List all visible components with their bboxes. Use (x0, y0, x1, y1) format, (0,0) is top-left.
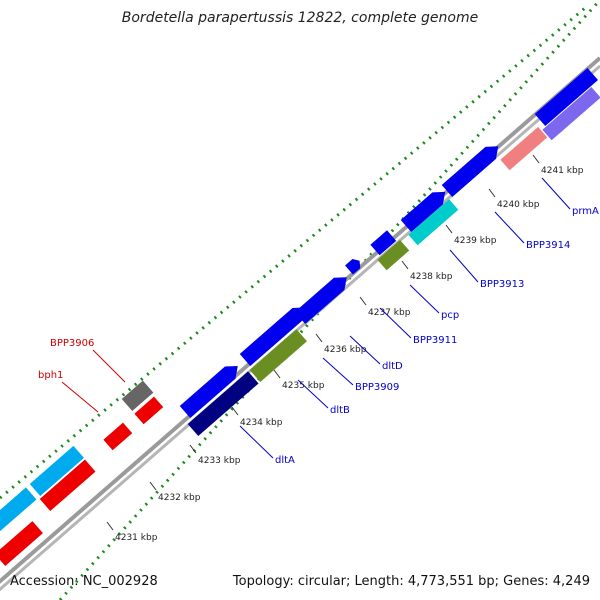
gene-block-gray[interactable] (121, 380, 154, 412)
gene-block-sky-2[interactable] (0, 487, 37, 532)
kbp-tick-mark (231, 406, 239, 416)
gene-block-small-1[interactable] (345, 259, 361, 275)
kbp-tick-label: 4235 kbp (282, 381, 325, 391)
kbp-ticks: 4231 kbp 4232 kbp 4233 kbp 4234 kbp 4235 kbp… (106, 154, 584, 543)
gene-block-olive-2[interactable] (377, 240, 410, 271)
gene-label-leader (297, 379, 329, 409)
gene-label-leader (409, 284, 440, 314)
gene-label: BPP3914 (526, 240, 570, 251)
gene-block-purple[interactable] (542, 87, 600, 141)
kbp-tick-mark (149, 481, 157, 491)
kbp-tick-mark (359, 296, 367, 306)
kbp-tick-label: 4233 kbp (198, 456, 241, 466)
genome-backbone (0, 56, 600, 592)
kbp-tick-mark (315, 333, 323, 343)
kbp-tick-label: 4234 kbp (240, 418, 283, 428)
kbp-tick-label: 4239 kbp (454, 236, 497, 246)
gene-label: BPP3906 (50, 338, 94, 349)
kbp-tick-mark (445, 224, 453, 234)
gene-label: bph1 (38, 370, 63, 381)
gene-label-leader (92, 349, 126, 383)
outer-dot-track (58, 0, 600, 600)
gene-block-red-4[interactable] (0, 521, 43, 567)
gene-label-leader (61, 381, 99, 413)
gene-block-navy[interactable] (187, 371, 259, 437)
kbp-tick-mark (401, 260, 409, 270)
gene-labels: BPP3906 bph1 dltA dltB BPP3909 dltD BPP3911 pcp… (38, 177, 599, 466)
gene-label: dltB (330, 405, 350, 416)
gene-block-olive-1[interactable] (249, 329, 307, 383)
gene-block-red-3[interactable] (39, 459, 96, 512)
gene-label: dltA (275, 455, 295, 466)
kbp-tick-label: 4232 kbp (158, 493, 201, 503)
kbp-tick-mark (273, 369, 281, 379)
kbp-tick-mark (189, 444, 197, 454)
inner-dot-track-upper (0, 6, 586, 500)
gene-label-leader (541, 177, 571, 210)
map-title: Bordetella parapertussis 12822, complete… (121, 10, 479, 26)
gene-label: prmA (572, 206, 599, 217)
gene-label-leader (494, 211, 525, 244)
kbp-tick-mark (106, 521, 114, 531)
gene-label-leader (379, 307, 412, 339)
kbp-tick-label: 4240 kbp (497, 200, 540, 210)
kbp-tick-mark (532, 154, 540, 164)
gene-label: pcp (441, 310, 459, 321)
kbp-tick-label: 4237 kbp (368, 308, 411, 318)
gene-block-red-1[interactable] (134, 396, 164, 425)
gene-block-blue-6[interactable] (534, 67, 599, 127)
gene-block-small-2[interactable] (292, 309, 305, 322)
gene-label: dltD (382, 361, 403, 372)
gene-block-blue-4[interactable] (400, 191, 446, 233)
gene-label-leader (239, 425, 274, 459)
gene-block-blue-2[interactable] (294, 277, 347, 325)
accession-text: Accession: NC_002928 (10, 574, 158, 589)
gene-label-leader (449, 249, 479, 283)
gene-label-leader (349, 335, 381, 365)
gene-features[interactable] (0, 67, 600, 567)
gene-label: BPP3911 (413, 335, 457, 346)
gene-block-pink[interactable] (500, 126, 548, 171)
gene-label-leader (322, 357, 354, 386)
kbp-tick-label: 4238 kbp (410, 272, 453, 282)
backbone-line-inner (0, 64, 600, 592)
genome-stats: Topology: circular; Length: 4,773,551 bp… (232, 574, 590, 589)
gene-block-red-2[interactable] (103, 422, 133, 451)
kbp-tick-label: 4231 kbp (115, 533, 158, 543)
gene-block-blue-7[interactable] (179, 365, 238, 419)
gene-block-sky-1[interactable] (29, 445, 84, 497)
kbp-tick-label: 4241 kbp (541, 166, 584, 176)
gene-block-cyan[interactable] (408, 199, 459, 246)
kbp-tick-mark (488, 188, 496, 198)
gene-block-blue-5[interactable] (441, 146, 499, 198)
gene-label: BPP3909 (355, 382, 399, 393)
gene-label: BPP3913 (480, 279, 524, 290)
kbp-tick-label: 4236 kbp (324, 345, 367, 355)
gene-block-blue-1[interactable] (239, 307, 306, 367)
gene-block-blue-3[interactable] (370, 230, 397, 256)
